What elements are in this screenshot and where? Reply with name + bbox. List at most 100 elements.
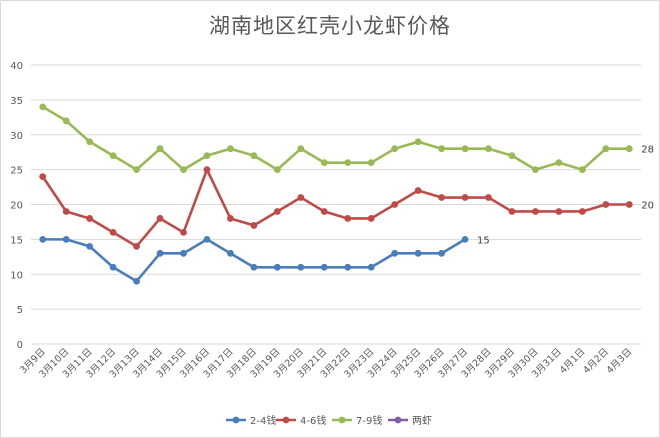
legend-item: 2-4钱 [226,414,276,427]
data-point [414,187,422,194]
data-point [391,201,399,208]
data-point [203,235,211,243]
data-point [227,215,234,222]
legend-item: 两虾 [388,414,432,427]
data-point [320,208,328,215]
series-line [42,238,466,283]
data-point [297,263,305,271]
data-point [438,194,445,201]
data-point [250,222,258,229]
data-point [39,103,47,111]
data-point [297,194,305,201]
y-tick-label: 25 [10,166,23,177]
series-2-4钱 [39,235,469,285]
end-labels: 15 20 28 [477,145,654,247]
series-7-9钱 [39,103,633,174]
data-point [180,229,187,236]
data-point [532,208,539,215]
data-point [156,145,164,153]
data-point [602,145,610,153]
chart-title: 湖南地区红壳小龙虾价格 [209,14,451,38]
x-tick-label: 4月2日 [581,346,611,376]
legend-label: 4-6钱 [300,414,326,427]
data-point [555,159,563,167]
data-point [461,194,469,201]
data-point [344,159,352,167]
legend-item: 7-9钱 [332,414,382,427]
y-tick-label: 0 [17,340,23,351]
data-point [625,201,633,208]
data-point [578,166,586,174]
data-point [414,249,422,257]
data-point [109,263,117,271]
data-point [227,249,234,257]
data-point [485,145,492,153]
data-point [62,117,70,125]
data-point [344,215,352,222]
series-end-label: 28 [641,145,654,156]
legend-label: 两虾 [412,414,432,427]
y-tick-label: 30 [10,131,23,142]
data-point [203,166,211,174]
data-point [320,263,328,271]
data-point [367,263,375,271]
data-point [39,235,47,243]
series-end-label: 15 [477,235,490,246]
x-tick-label: 4月3日 [605,346,635,376]
y-tick-label: 5 [17,305,23,316]
x-axis-ticks: 3月9日3月10日3月11日3月12日3月13日3月14日3月15日3月16日3… [18,346,634,380]
data-point [156,215,164,222]
data-point [391,145,399,153]
legend-marker [394,416,402,424]
series-end-label: 20 [641,201,654,212]
data-point [180,249,187,257]
x-tick-label: 4月1日 [558,346,588,376]
data-point [156,249,164,257]
series-4-6钱 [39,166,633,250]
legend-label: 7-9钱 [356,414,382,427]
data-point [203,152,211,160]
data-point [508,152,516,160]
data-point [578,208,586,215]
data-point [461,235,469,243]
data-point [227,145,234,153]
data-point [320,159,328,167]
data-point [367,159,375,167]
data-point [62,235,70,243]
y-tick-label: 15 [10,235,23,246]
data-point [344,263,352,271]
data-point [273,166,281,174]
data-point [109,152,117,160]
data-point [438,249,445,257]
data-point [438,145,445,153]
series-layer [39,103,633,285]
legend-marker [338,416,346,424]
data-point [62,208,70,215]
data-point [391,249,399,257]
data-point [485,194,492,201]
data-point [297,145,305,153]
data-point [109,229,117,236]
data-point [414,138,422,146]
y-tick-label: 10 [10,270,23,281]
data-point [508,208,516,215]
legend-marker [232,416,240,424]
data-point [555,208,563,215]
legend: 2-4钱 4-6钱 7-9钱 两虾 [226,414,432,427]
data-point [180,166,187,174]
data-point [250,263,258,271]
grid [31,64,641,345]
data-point [86,242,94,250]
y-tick-label: 40 [10,61,23,72]
data-point [86,138,94,146]
data-point [625,145,633,153]
data-point [273,263,281,271]
data-point [532,166,539,174]
data-point [133,277,140,285]
legend-label: 2-4钱 [250,414,276,427]
data-point [602,201,610,208]
series-line [41,168,630,248]
y-tick-label: 20 [10,201,23,212]
y-axis-ticks: 0 5 10 15 20 25 30 35 40 [10,61,23,351]
